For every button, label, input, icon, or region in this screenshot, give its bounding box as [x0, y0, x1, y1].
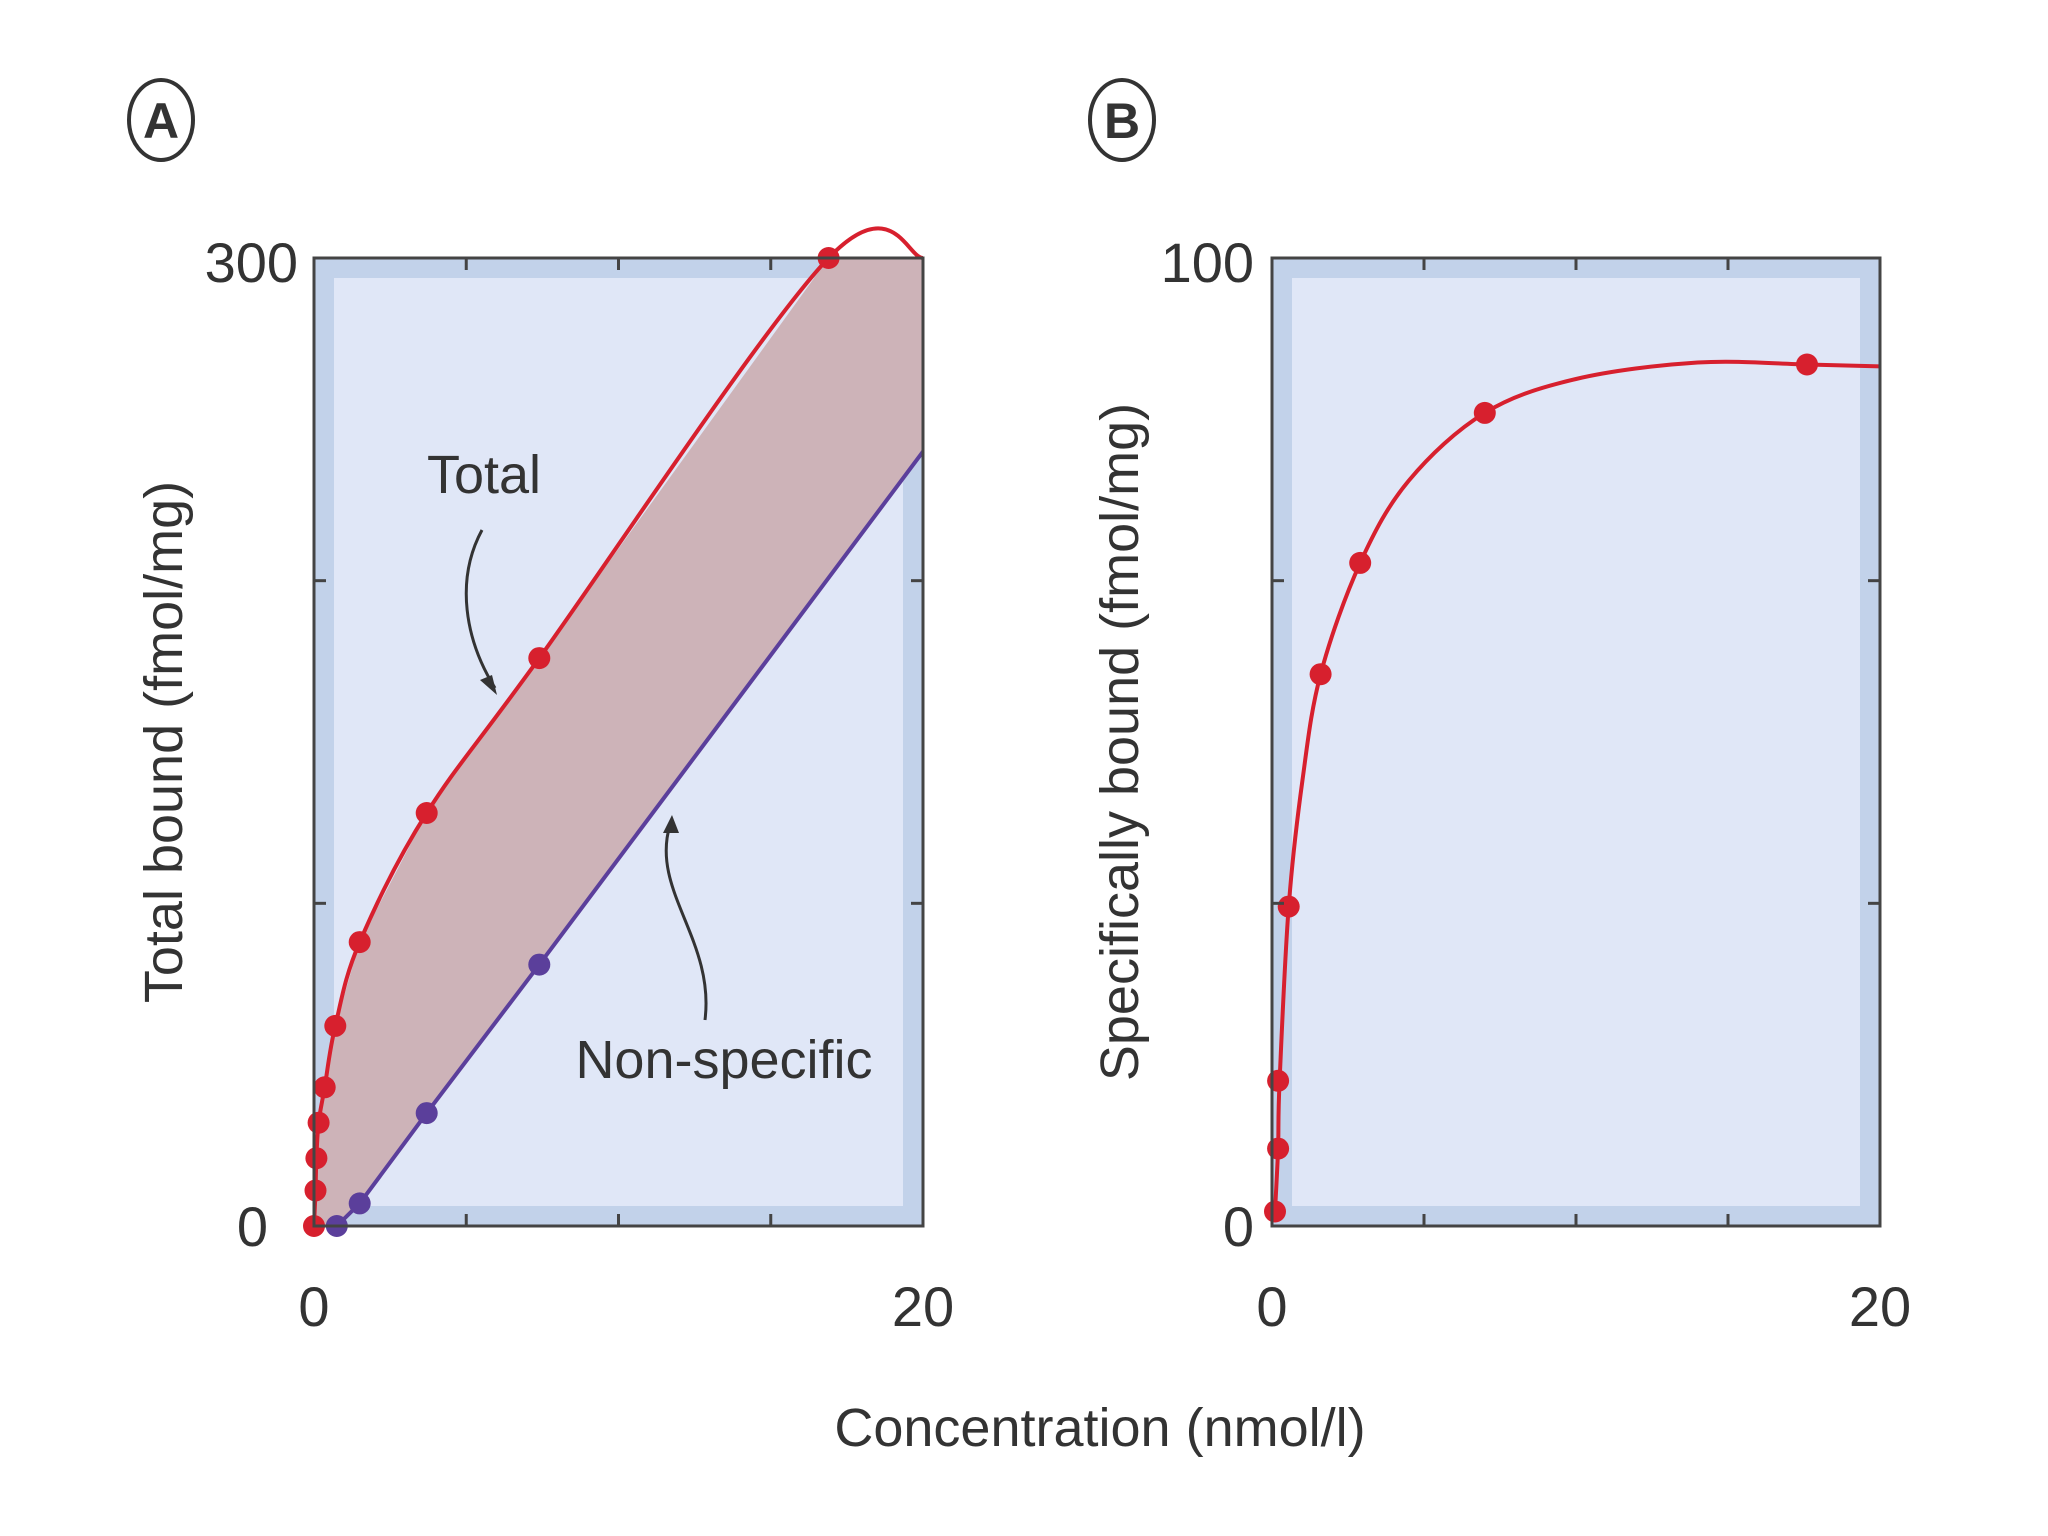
- total-annotation-label: Total: [427, 445, 541, 505]
- panel-b-series-0-point-0: [1264, 1200, 1286, 1223]
- nonspecific-annotation-label: Non-specific: [575, 1030, 872, 1090]
- panel-b-letter: B: [1104, 93, 1140, 149]
- nonspecific-annotation-arrow: [664, 824, 708, 1021]
- panel-a: A 0 300 0 20 Total bound (fmol/mg) Total…: [127, 78, 954, 1338]
- nonspecific-annotation: Non-specific: [575, 815, 873, 1090]
- panel-a-xtick-0: 0: [298, 1275, 329, 1338]
- panel-a-ytick-300: 300: [205, 231, 298, 294]
- panel-b-ylabel: Specifically bound (fmol/mg): [1090, 403, 1150, 1081]
- panel-b-ticks: [1272, 258, 1880, 1226]
- panel-b-series-0-point-7: [1796, 353, 1818, 376]
- panel-b-series-0-point-2: [1267, 1069, 1290, 1092]
- panel-b-series-0-point-4: [1309, 663, 1332, 686]
- panel-b-plot-area: [1292, 278, 1860, 1206]
- panel-b-series-0-point-5: [1349, 551, 1372, 574]
- panel-a-series-0-point-7: [415, 802, 438, 824]
- panel-a-points: [303, 247, 840, 1237]
- panel-a-series-0-point-4: [313, 1076, 336, 1099]
- panel-a-label: A: [127, 78, 195, 162]
- panel-b-label: B: [1088, 78, 1156, 162]
- shared-xlabel: Concentration (nmol/l): [834, 1398, 1365, 1458]
- panel-a-series-1-point-3: [528, 953, 551, 976]
- panel-a-series-1-point-1: [348, 1192, 371, 1215]
- panel-a-letter: A: [143, 93, 179, 149]
- panel-b-points: [1264, 353, 1818, 1223]
- panel-b-xtick-20: 20: [1849, 1275, 1911, 1338]
- nonspecific-annotation-arrowhead: [663, 815, 679, 833]
- panel-b-border: [1270, 256, 1882, 1228]
- panel-a-series-0-point-2: [305, 1147, 328, 1170]
- total-annotation-arrow: [464, 529, 497, 689]
- specific-binding-band: [314, 258, 923, 1226]
- total-annotation: Total: [427, 445, 541, 695]
- panel-a-series-0-point-3: [307, 1111, 330, 1134]
- panel-a-xtick-20: 20: [892, 1275, 954, 1338]
- panel-a-border: [312, 256, 925, 1228]
- panel-a-series-0-point-6: [348, 931, 371, 954]
- panel-b-series-0-point-1: [1267, 1137, 1290, 1160]
- total-annotation-arrowhead: [480, 675, 497, 695]
- panel-b-series-0-point-6: [1473, 401, 1496, 424]
- panel-a-series-0-point-5: [324, 1014, 347, 1037]
- panel-b-ytick-0: 0: [1223, 1195, 1254, 1258]
- panel-b: B 0 100 0 20 Specifically bound (fmol/mg…: [1088, 78, 1911, 1338]
- panel-b-xtick-0: 0: [1256, 1275, 1287, 1338]
- panel-b-ytick-100: 100: [1161, 231, 1254, 294]
- panel-a-ticks: [314, 258, 923, 1226]
- panel-a-series-0-point-8: [528, 647, 551, 670]
- panel-a-ytick-0: 0: [237, 1195, 268, 1258]
- panel-a-ylabel: Total bound (fmol/mg): [134, 481, 194, 1003]
- panel-a-series-1-point-2: [415, 1102, 438, 1125]
- panel-b-series-0-point-3: [1277, 895, 1300, 918]
